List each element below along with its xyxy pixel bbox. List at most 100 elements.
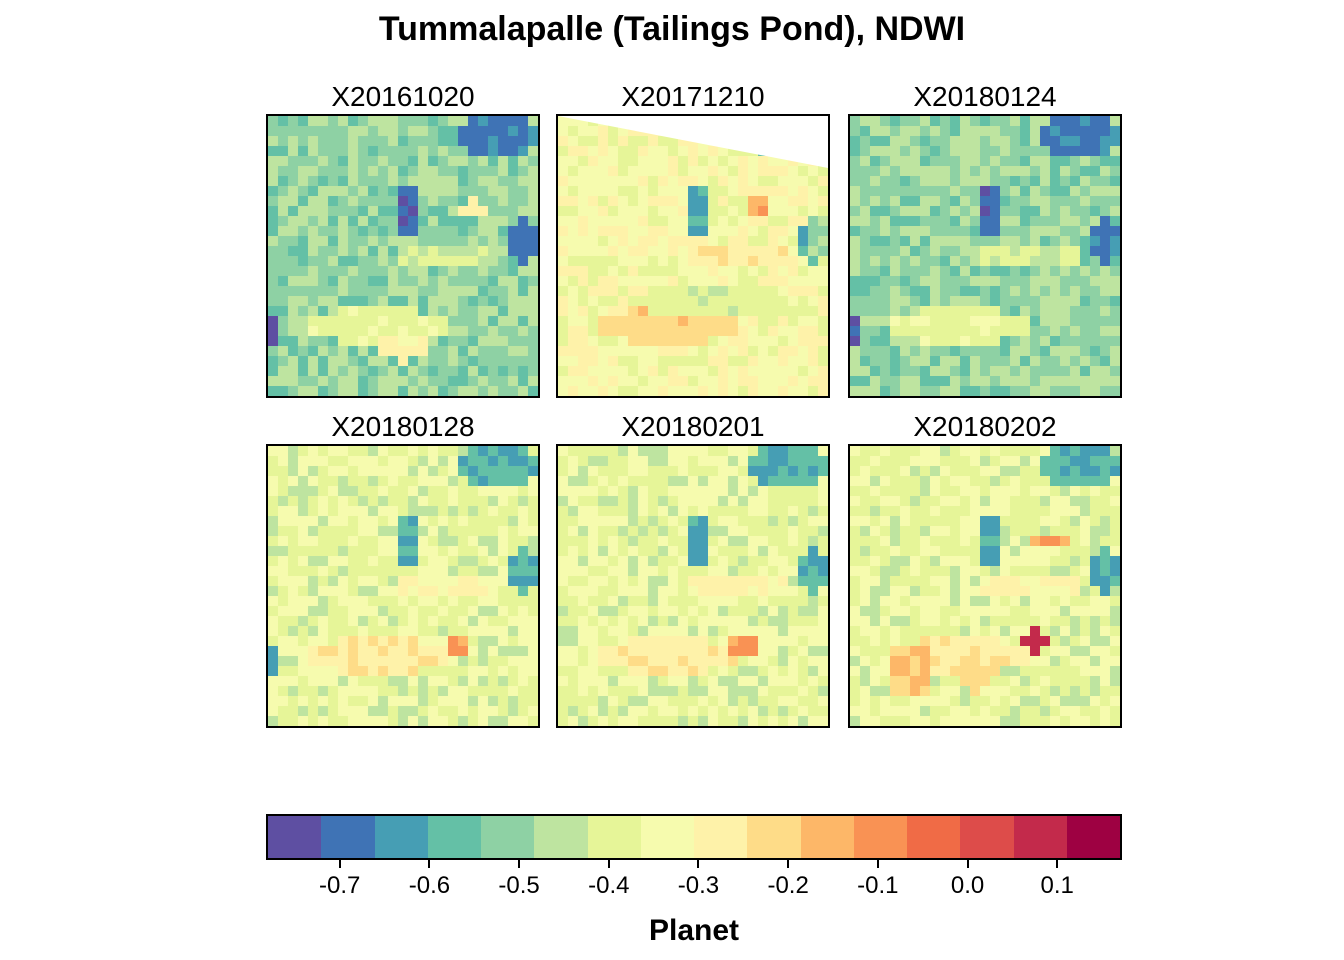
raster-cell bbox=[328, 156, 338, 166]
raster-cell bbox=[880, 356, 890, 366]
panel-title: X20180124 bbox=[913, 81, 1057, 112]
raster-cell bbox=[860, 576, 870, 586]
raster-cell bbox=[798, 626, 808, 636]
raster-cell bbox=[698, 536, 708, 546]
raster-cell bbox=[608, 636, 618, 646]
raster-cell bbox=[608, 316, 618, 326]
raster-cell bbox=[468, 326, 478, 336]
raster-cell bbox=[668, 566, 678, 576]
raster-cell bbox=[288, 476, 298, 486]
raster-cell bbox=[358, 666, 368, 676]
raster-cell bbox=[698, 466, 708, 476]
raster-cell bbox=[970, 176, 980, 186]
raster-cell bbox=[1000, 246, 1010, 256]
raster-cell bbox=[950, 346, 960, 356]
raster-cell bbox=[578, 706, 588, 716]
raster-cell bbox=[960, 276, 970, 286]
raster-cell bbox=[980, 566, 990, 576]
raster-cell bbox=[328, 256, 338, 266]
raster-cell bbox=[688, 496, 698, 506]
raster-cell bbox=[768, 456, 778, 466]
raster-cell bbox=[920, 346, 930, 356]
raster-cell bbox=[688, 296, 698, 306]
raster-cell bbox=[1090, 666, 1100, 676]
raster-cell bbox=[940, 186, 950, 196]
raster-cell bbox=[850, 646, 860, 656]
raster-cell bbox=[608, 666, 618, 676]
raster-cell bbox=[1000, 296, 1010, 306]
raster-cell bbox=[778, 606, 788, 616]
raster-cell bbox=[388, 476, 398, 486]
raster-cell bbox=[708, 456, 718, 466]
raster-cell bbox=[728, 226, 738, 236]
raster-cell bbox=[970, 116, 980, 126]
raster-cell bbox=[1020, 476, 1030, 486]
raster-cell bbox=[850, 676, 860, 686]
raster-cell bbox=[518, 456, 528, 466]
raster-cell bbox=[808, 456, 818, 466]
raster-cell bbox=[900, 326, 910, 336]
raster-cell bbox=[478, 686, 488, 696]
raster-cell bbox=[738, 516, 748, 526]
raster-cell bbox=[698, 206, 708, 216]
raster-cell bbox=[348, 146, 358, 156]
raster-cell bbox=[698, 216, 708, 226]
raster-cell bbox=[718, 276, 728, 286]
raster-cell bbox=[428, 496, 438, 506]
raster-cell bbox=[1110, 716, 1120, 726]
raster-cell bbox=[478, 676, 488, 686]
raster-cell bbox=[870, 136, 880, 146]
raster-cell bbox=[708, 656, 718, 666]
raster-cell bbox=[428, 186, 438, 196]
raster-cell bbox=[368, 166, 378, 176]
raster-cell bbox=[388, 366, 398, 376]
raster-cell bbox=[1100, 356, 1110, 366]
raster-cell bbox=[498, 186, 508, 196]
raster-cell bbox=[398, 146, 408, 156]
raster-cell bbox=[358, 466, 368, 476]
raster-cell bbox=[418, 276, 428, 286]
raster-cell bbox=[818, 216, 828, 226]
raster-cell bbox=[738, 216, 748, 226]
raster-cell bbox=[880, 186, 890, 196]
raster-cell bbox=[1050, 316, 1060, 326]
raster-cell bbox=[418, 126, 428, 136]
raster-cell bbox=[308, 236, 318, 246]
raster-cell bbox=[768, 596, 778, 606]
raster-cell bbox=[308, 506, 318, 516]
raster-cell bbox=[578, 636, 588, 646]
raster-cell bbox=[818, 386, 828, 396]
raster-cell bbox=[508, 636, 518, 646]
raster-cell bbox=[890, 566, 900, 576]
raster-cell bbox=[970, 356, 980, 366]
raster-cell bbox=[508, 196, 518, 206]
raster-cell bbox=[1070, 386, 1080, 396]
raster-cell bbox=[658, 556, 668, 566]
raster-cell bbox=[1070, 266, 1080, 276]
raster-cell bbox=[378, 506, 388, 516]
raster-cell bbox=[910, 136, 920, 146]
raster-cell bbox=[930, 206, 940, 216]
raster-cell bbox=[768, 446, 778, 456]
raster-cell bbox=[288, 336, 298, 346]
raster-cell bbox=[678, 216, 688, 226]
raster-cell bbox=[768, 626, 778, 636]
raster-cell bbox=[1020, 316, 1030, 326]
raster-cell bbox=[870, 216, 880, 226]
raster-cell bbox=[970, 716, 980, 726]
raster-cell bbox=[1100, 196, 1110, 206]
raster-cell bbox=[278, 656, 288, 666]
raster-cell bbox=[850, 626, 860, 636]
raster-cell bbox=[518, 316, 528, 326]
raster-cell bbox=[1040, 586, 1050, 596]
raster-cell bbox=[588, 566, 598, 576]
raster-cell bbox=[900, 566, 910, 576]
raster-cell bbox=[558, 666, 568, 676]
raster-cell bbox=[328, 536, 338, 546]
raster-cell bbox=[1070, 116, 1080, 126]
raster-cell bbox=[880, 596, 890, 606]
raster-cell bbox=[940, 606, 950, 616]
raster-cell bbox=[1020, 686, 1030, 696]
raster-cell bbox=[608, 456, 618, 466]
raster-cell bbox=[1100, 176, 1110, 186]
